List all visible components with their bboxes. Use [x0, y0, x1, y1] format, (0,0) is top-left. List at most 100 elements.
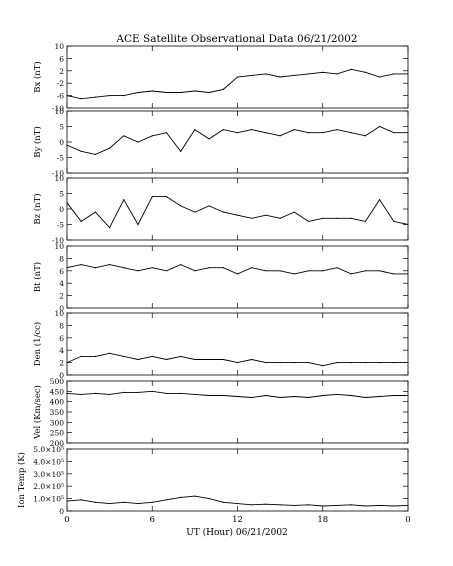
- panel-frame: [66, 312, 409, 376]
- data-point: [407, 132, 409, 134]
- data-point: [165, 132, 168, 134]
- data-point: [109, 95, 111, 97]
- y-tick-label: 8: [59, 321, 64, 330]
- data-point: [364, 270, 366, 272]
- data-point: [180, 496, 182, 498]
- y-tick-label: 300: [50, 418, 65, 427]
- data-point: [66, 267, 68, 269]
- data-point: [208, 394, 210, 397]
- data-point: [165, 358, 168, 361]
- data-point: [336, 267, 338, 269]
- data-point: [165, 91, 168, 94]
- data-point: [222, 394, 224, 397]
- panel-frame: [66, 245, 409, 309]
- data-point: [307, 396, 310, 399]
- y-tick-label: 4.0×10⁵: [33, 457, 64, 466]
- data-point: [350, 273, 352, 275]
- data-point: [265, 73, 267, 75]
- data-point: [378, 199, 381, 201]
- y-axis-label: By (nT): [32, 126, 43, 158]
- data-point: [364, 135, 366, 137]
- data-point: [66, 500, 68, 502]
- data-point: [279, 217, 281, 219]
- data-point: [151, 90, 153, 92]
- panel-frame: [66, 380, 409, 444]
- y-tick-label: 3.0×10⁵: [33, 470, 64, 479]
- data-point: [251, 504, 253, 506]
- data-point: [80, 393, 82, 396]
- series-line-den: [66, 352, 408, 367]
- x-tick-label: 12: [232, 515, 243, 525]
- data-point: [137, 391, 139, 393]
- data-point: [123, 267, 125, 269]
- y-tick-label: -5: [57, 221, 65, 230]
- data-point: [251, 74, 253, 77]
- data-point: [194, 358, 196, 361]
- data-point: [180, 392, 182, 394]
- data-point: [222, 501, 224, 503]
- y-axis-label: Bz (nT): [32, 193, 43, 224]
- data-point: [222, 129, 224, 131]
- data-point: [165, 196, 168, 198]
- data-point: [123, 95, 125, 97]
- series-line-bx: [66, 68, 408, 100]
- data-point: [364, 505, 366, 507]
- data-point: [123, 355, 125, 357]
- data-point: [279, 504, 281, 506]
- data-point: [279, 135, 281, 137]
- y-tick-label: 2: [59, 67, 64, 76]
- x-tick-label: 18: [317, 515, 328, 525]
- data-point: [350, 362, 352, 364]
- data-point: [194, 90, 196, 92]
- data-point: [293, 273, 295, 275]
- data-point: [66, 392, 68, 394]
- data-point: [251, 129, 253, 131]
- data-point: [165, 270, 168, 272]
- data-point: [364, 71, 366, 73]
- data-point: [407, 394, 409, 397]
- data-point: [364, 362, 366, 364]
- data-point: [137, 91, 139, 94]
- data-point: [80, 220, 82, 222]
- data-point: [236, 76, 239, 78]
- data-point: [151, 501, 153, 503]
- data-point: [350, 504, 352, 506]
- data-point: [378, 395, 381, 398]
- data-point: [137, 502, 139, 505]
- data-point: [123, 135, 125, 137]
- data-point: [322, 394, 324, 397]
- data-point: [322, 505, 324, 507]
- panel-ion-temp: 5.0×10⁵ 4.0×10⁵ 3.0×10⁵ 2.0×10⁵ 1.0×10⁵ 0 Ion …: [16, 445, 411, 525]
- y-tick-label: 4: [59, 346, 64, 355]
- y-tick-label: -5: [57, 154, 65, 163]
- data-point: [336, 504, 338, 507]
- data-point: [251, 217, 253, 219]
- data-point: [151, 267, 153, 269]
- data-point: [236, 362, 239, 364]
- data-point: [109, 227, 111, 229]
- data-point: [208, 91, 210, 94]
- data-point: [208, 138, 210, 140]
- data-point: [208, 498, 210, 500]
- data-point: [66, 95, 68, 97]
- data-point: [236, 132, 239, 134]
- data-point: [109, 393, 111, 396]
- data-point: [307, 220, 310, 222]
- data-point: [66, 362, 68, 364]
- y-tick-label: 5: [59, 190, 64, 199]
- data-point: [407, 504, 409, 507]
- data-point: [293, 211, 295, 213]
- data-point: [251, 267, 253, 269]
- data-point: [407, 362, 409, 364]
- data-point: [393, 273, 395, 275]
- data-point: [180, 205, 182, 207]
- x-tick-label: 0: [405, 515, 410, 525]
- data-point: [109, 352, 111, 354]
- data-point: [180, 91, 182, 94]
- data-point: [378, 504, 381, 507]
- data-point: [350, 394, 352, 397]
- data-point: [393, 220, 395, 222]
- data-point: [165, 499, 168, 501]
